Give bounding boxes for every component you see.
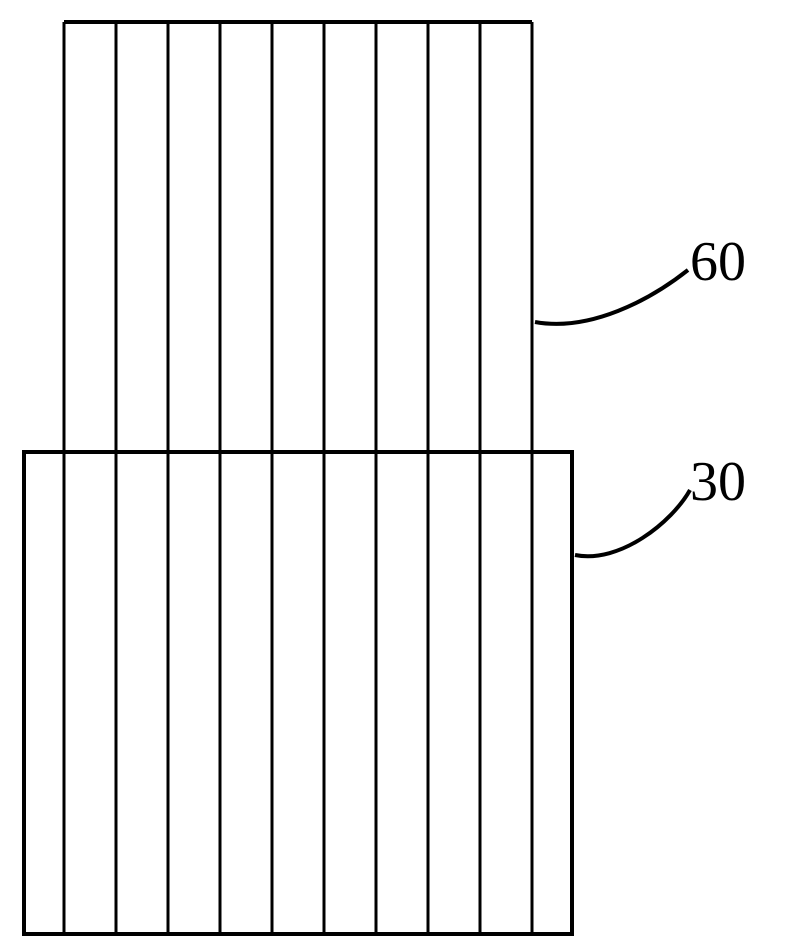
patent-figure: 60 30	[0, 0, 794, 944]
figure-background	[0, 0, 794, 944]
label-60: 60	[690, 231, 746, 293]
label-30: 30	[690, 451, 746, 513]
